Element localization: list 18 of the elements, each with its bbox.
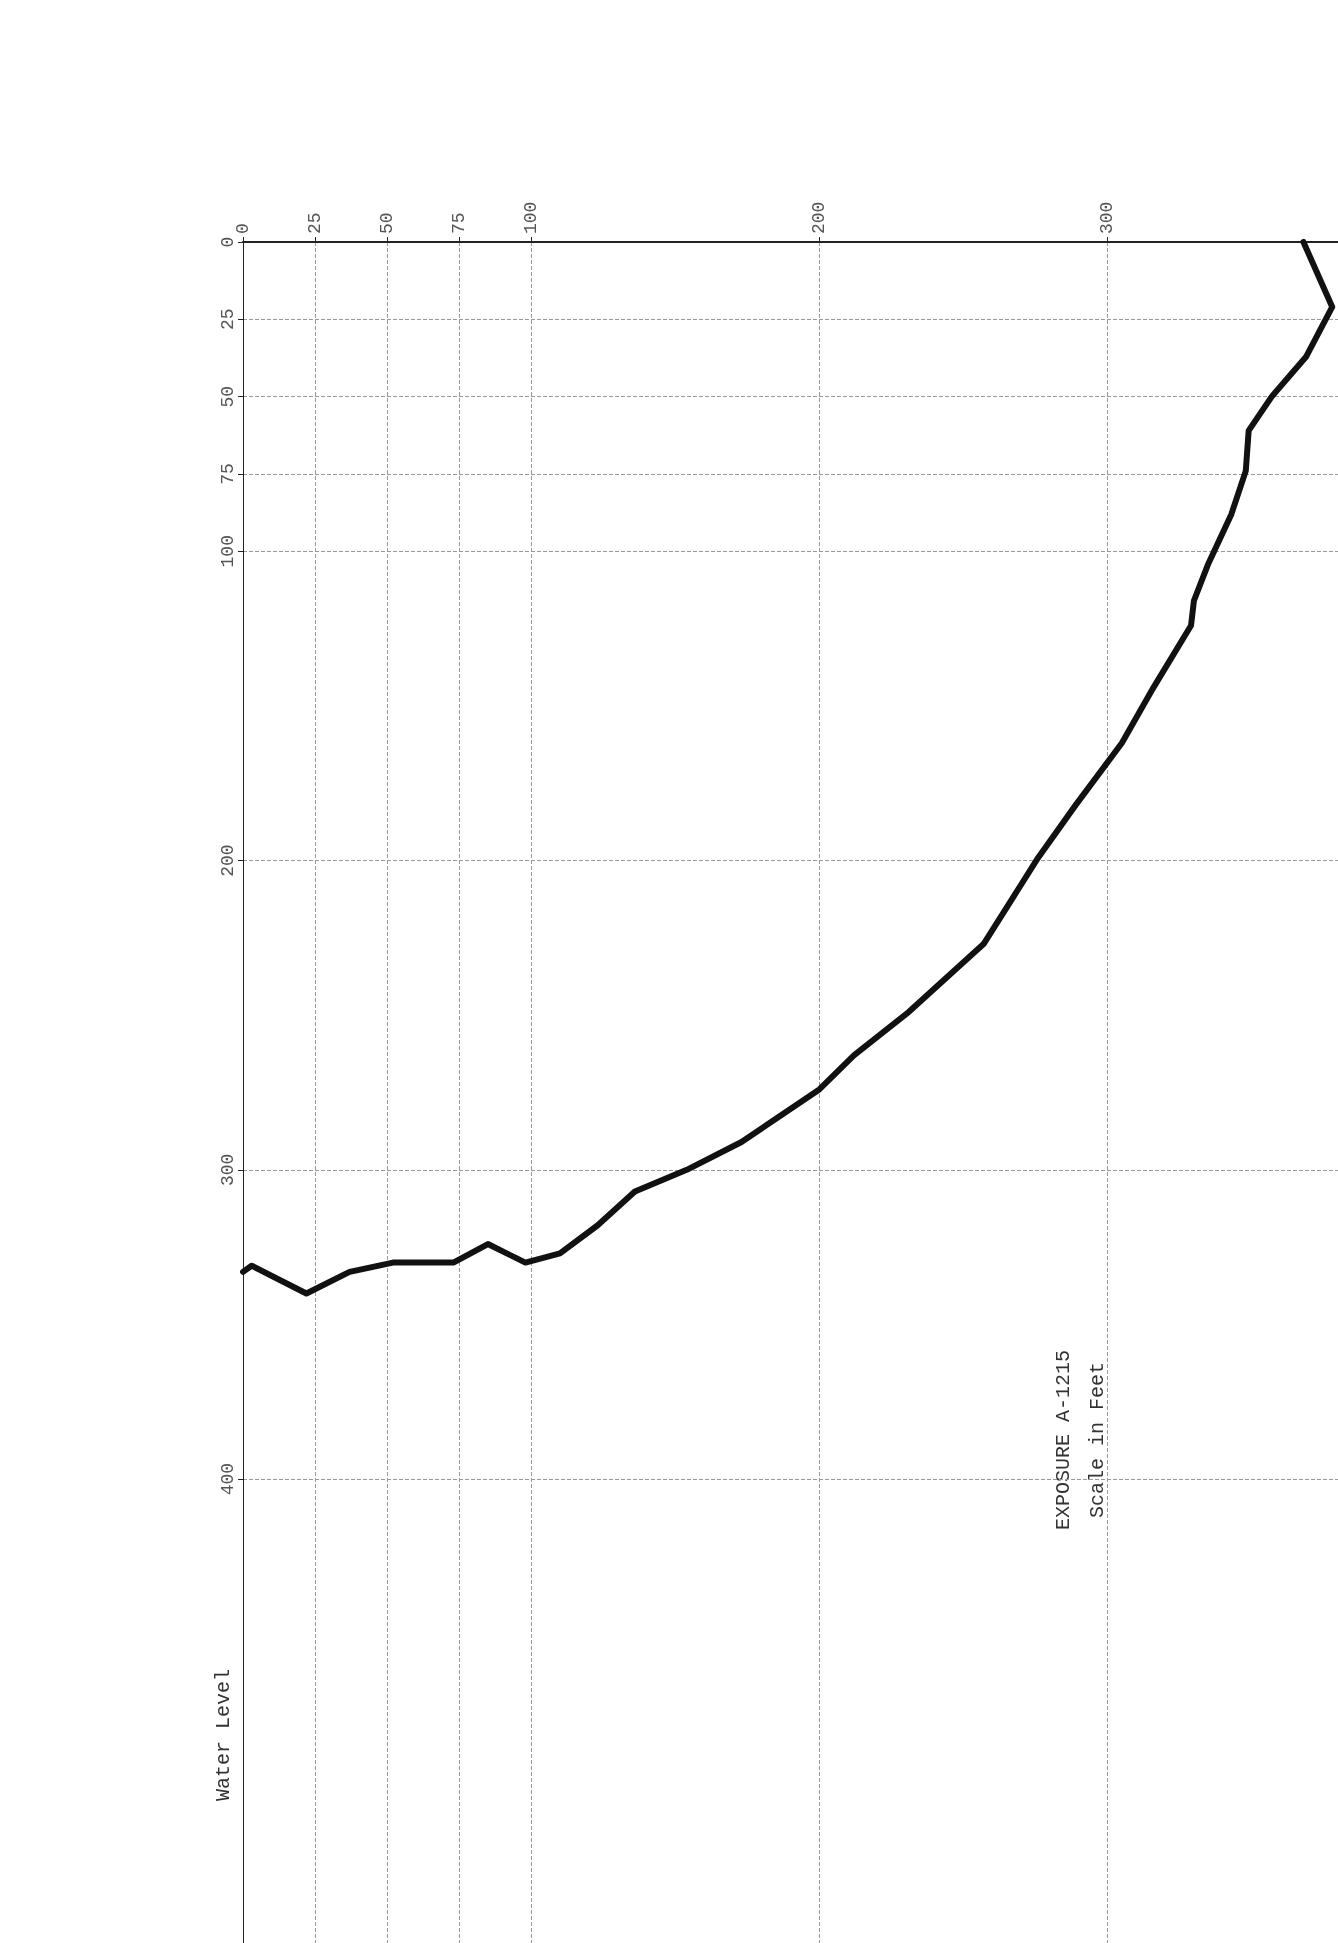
x-tick-label: 200 — [809, 201, 830, 234]
y-tick-label: 50 — [218, 385, 238, 408]
x-tick-label: 0 — [233, 223, 253, 234]
y-tick-label: 100 — [218, 535, 238, 568]
x-tick-label: 25 — [305, 212, 326, 234]
text: EXPOSURE A-1215 — [1051, 1349, 1075, 1531]
y-tick-label: 200 — [218, 844, 238, 877]
y-tick-label: 75 — [218, 463, 238, 485]
x-tick-label: 300 — [1097, 201, 1118, 234]
x-tick-label: 50 — [377, 212, 398, 234]
y-tick-label: 300 — [218, 1153, 238, 1187]
text: Scale in Feet — [1085, 1361, 1109, 1519]
y-tick-label: 400 — [218, 1462, 238, 1496]
y-tick-label: 0 — [218, 236, 238, 248]
y-tick-label: 25 — [218, 308, 238, 331]
text: Water Level — [211, 1668, 235, 1802]
x-tick-label: 75 — [449, 212, 470, 234]
x-tick-label: 100 — [521, 201, 542, 234]
